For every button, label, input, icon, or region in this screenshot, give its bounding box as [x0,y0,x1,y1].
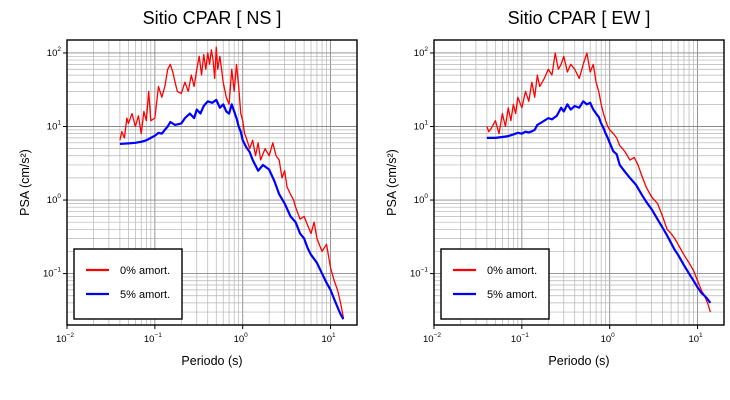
x-tick-label: 100 [234,332,249,345]
series-line-5pct [486,100,712,304]
chart-title: Sitio CPAR [ EW ] [508,8,651,28]
x-axis-label: Periodo (s) [548,354,609,368]
y-tick-label: 101 [414,119,429,132]
series-line-0pct [119,46,345,318]
x-tick-label: 10−1 [511,332,529,345]
legend: 0% amort. 5% amort. [440,248,550,320]
chart-ew: 10−2 10−1 100 101 10−1 100 101 102 Sitio CPAR [ … [385,8,725,368]
y-tick-label: 100 [414,193,429,206]
x-tick-label: 101 [688,332,703,345]
x-axis-label: Periodo (s) [181,354,242,368]
legend-box [73,248,183,320]
x-tick-label: 10−2 [56,332,74,345]
legend-box [440,248,550,320]
plot-frame [433,39,725,326]
y-tick-label: 100 [47,193,62,206]
legend-label: 5% amort. [120,289,170,301]
plot-frame [66,39,358,326]
y-tick-label: 10−1 [410,267,428,280]
x-tick-label: 10−2 [423,332,441,345]
legend: 0% amort. 5% amort. [73,248,183,320]
x-tick-label: 100 [601,332,616,345]
y-axis-label: PSA (cm/s²) [18,149,32,216]
y-axis-label: PSA (cm/s²) [385,149,399,216]
y-tick-label: 102 [414,46,429,59]
series-line-0pct [486,52,712,313]
x-tick-label: 101 [321,332,336,345]
y-tick-label: 101 [47,119,62,132]
x-tick-label: 10−1 [144,332,162,345]
legend-label: 0% amort. [120,265,170,277]
legend-label: 0% amort. [487,265,537,277]
y-tick-label: 102 [47,46,62,59]
y-tick-label: 10−1 [43,267,61,280]
legend-label: 5% amort. [487,289,537,301]
chart-title: Sitio CPAR [ NS ] [143,8,282,28]
chart-ns: 10−2 10−1 100 101 10−1 100 101 102 Sitio CPAR [ … [18,8,358,368]
series-line-5pct [119,98,345,320]
